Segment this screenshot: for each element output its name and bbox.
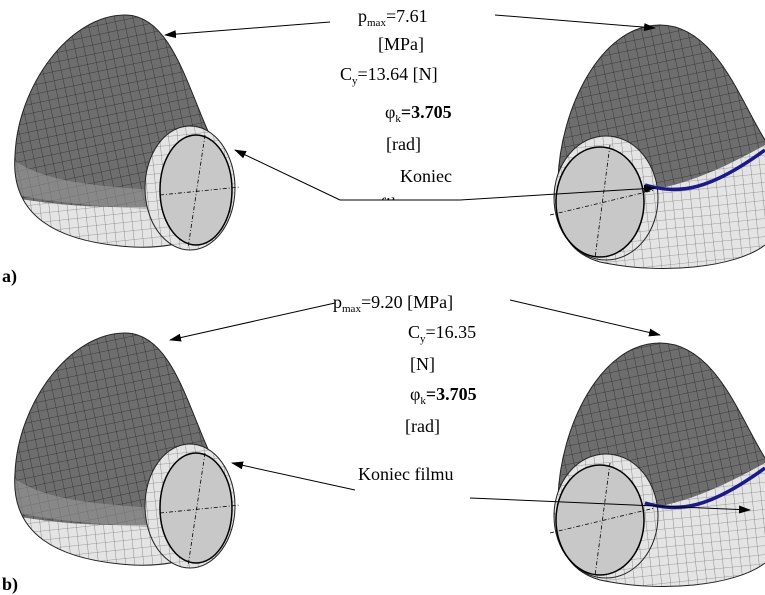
arrow xyxy=(170,303,335,340)
value: =3.705 xyxy=(426,384,477,404)
panel-label: a) xyxy=(2,266,17,287)
disc xyxy=(556,465,644,575)
symbol: p xyxy=(333,292,342,312)
film-end: Koniec filmu xyxy=(358,464,453,484)
film-end: Koniec xyxy=(400,166,452,186)
formula: Cy=13.64 [N] xyxy=(340,64,438,87)
disc xyxy=(160,453,232,563)
value: =3.705 xyxy=(401,102,452,122)
formula: φk=3.705 xyxy=(410,384,477,407)
arrow xyxy=(235,150,340,200)
symbol: p xyxy=(358,6,367,26)
unit: [N] xyxy=(410,354,435,374)
page: {"panels": [ {"label": "a)", "pressure":… xyxy=(0,0,765,595)
subscript: max xyxy=(342,303,361,315)
panel-a: pmax=7.61 [MPa] Cy=13.64 [N] φk=3.705 [rad] K… xyxy=(0,0,765,287)
value: =7.61 xyxy=(386,6,428,26)
figure: pmax=7.61[MPa]Cy=13.64 [N]φk=3.705[rad]K… xyxy=(0,0,765,595)
panel-label: b) xyxy=(2,574,18,595)
symbol: φ xyxy=(410,384,420,404)
symbol: C xyxy=(408,322,420,342)
symbol: C xyxy=(340,64,352,84)
formula: pmax=9.20 [MPa] xyxy=(333,292,453,315)
value: =16.35 xyxy=(426,322,477,342)
symbol: φ xyxy=(385,102,395,122)
arrow xyxy=(232,463,355,490)
arrow xyxy=(165,22,330,35)
formula: Cy=16.35 xyxy=(408,322,476,345)
value: =13.64 [N] xyxy=(358,64,438,84)
film-end: filmu xyxy=(380,194,419,214)
unit: [rad] xyxy=(405,416,440,436)
disc xyxy=(556,147,644,257)
unit: [rad] xyxy=(386,134,421,154)
bearings xyxy=(0,318,765,595)
value: =9.20 [MPa] xyxy=(361,292,453,312)
panel-b: pmax=9.20 [MPa] Cy=16.35 [N] φk=3.705 [rad] K… xyxy=(0,292,765,595)
formula: pmax=7.61 xyxy=(358,6,428,29)
arrow xyxy=(510,300,660,335)
subscript: max xyxy=(367,17,386,29)
arrow xyxy=(495,15,655,28)
disc xyxy=(160,135,232,245)
formula: φk=3.705 xyxy=(385,102,452,125)
unit: [MPa] xyxy=(378,34,424,54)
